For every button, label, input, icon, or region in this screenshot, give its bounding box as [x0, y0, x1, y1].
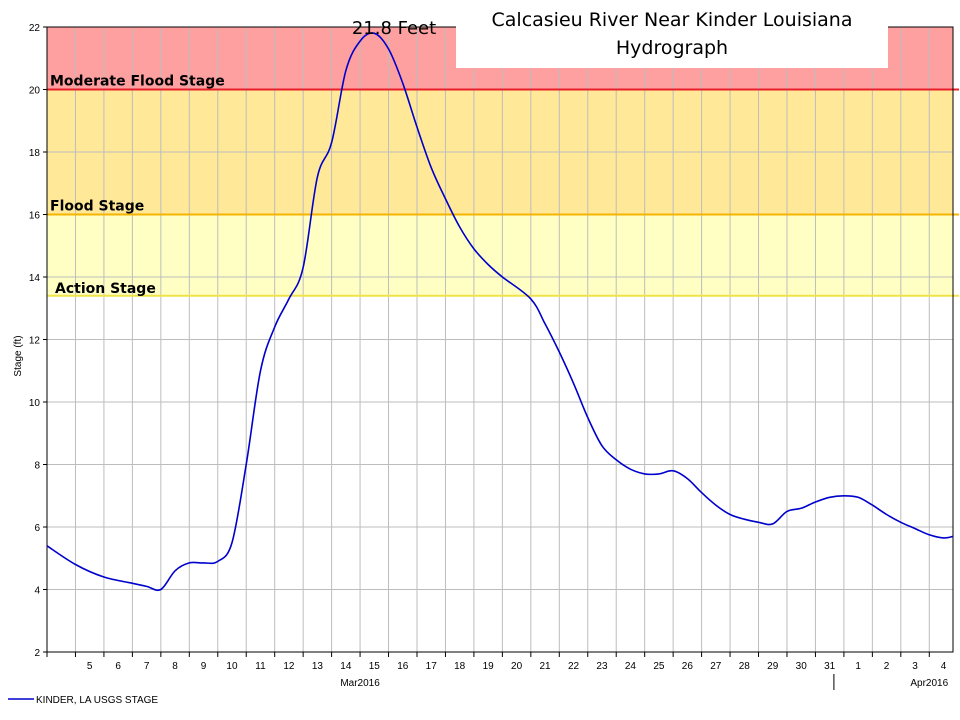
- y-tick-label: 10: [29, 398, 41, 409]
- x-tick-label: 9: [201, 661, 207, 672]
- x-tick-label: 28: [739, 661, 751, 672]
- y-tick-label: 20: [29, 86, 41, 97]
- x-tick-label: 25: [653, 661, 665, 672]
- x-tick-label: 31: [824, 661, 836, 672]
- x-tick-label: 2: [884, 661, 890, 672]
- x-tick-label: 24: [625, 661, 637, 672]
- y-tick-label: 2: [34, 648, 40, 659]
- legend: KINDER, LA USGS STAGE: [8, 695, 158, 706]
- x-tick-label: 8: [172, 661, 178, 672]
- label-flood-stage: Flood Stage: [50, 199, 144, 215]
- y-tick-label: 14: [29, 273, 41, 284]
- x-tick-label: 12: [283, 661, 295, 672]
- y-tick-label: 18: [29, 148, 41, 159]
- series-line-kinder-stage: [46, 32, 954, 592]
- flood-category-labels: Action Stage Flood Stage Moderate Flood St…: [50, 74, 225, 297]
- x-tick-label: 13: [312, 661, 324, 672]
- x-tick-label: 1: [855, 661, 861, 672]
- x-tick-label: 18: [454, 661, 466, 672]
- x-tick-label: 5: [87, 661, 93, 672]
- x-tick-label: 10: [226, 661, 238, 672]
- y-tick-label: 16: [29, 211, 41, 222]
- stage-series: [46, 32, 954, 592]
- x-tick-label: 16: [397, 661, 409, 672]
- month-label: Apr2016: [910, 678, 948, 689]
- legend-series-label: KINDER, LA USGS STAGE: [36, 695, 158, 706]
- y-tick-label: 8: [34, 461, 40, 472]
- x-tick-label: 19: [483, 661, 495, 672]
- x-tick-label: 11: [255, 661, 266, 672]
- chart-title-line-1: Calcasieu River Near Kinder Louisiana: [492, 9, 853, 31]
- x-tick-label: 22: [568, 661, 580, 672]
- band-action-stage: [47, 214, 953, 296]
- x-tick-label: 27: [710, 661, 722, 672]
- x-tick-label: 15: [369, 661, 381, 672]
- chart-title-line-2: Hydrograph: [616, 37, 728, 59]
- flood-category-lines: [47, 88, 959, 297]
- y-tick-label: 4: [34, 586, 40, 597]
- x-tick-label: 20: [511, 661, 523, 672]
- x-tick-label: 21: [540, 661, 552, 672]
- label-action-stage: Action Stage: [55, 281, 156, 297]
- label-moderate-flood-stage: Moderate Flood Stage: [50, 74, 225, 90]
- x-tick-label: 26: [682, 661, 694, 672]
- y-tick-label: 22: [29, 23, 41, 34]
- x-tick-label: 4: [941, 661, 947, 672]
- x-tick-label: 17: [426, 661, 438, 672]
- x-tick-label: 3: [912, 661, 918, 672]
- peak-annotation: 21.8 Feet: [352, 18, 436, 39]
- title-box: Calcasieu River Near Kinder Louisiana Hy…: [456, 0, 888, 68]
- x-tick-label: 29: [767, 661, 779, 672]
- x-tick-label: 6: [115, 661, 121, 672]
- month-label: Mar2016: [340, 678, 380, 689]
- x-tick-label: 14: [340, 661, 352, 672]
- y-tick-label: 6: [34, 523, 40, 534]
- x-tick-label: 7: [144, 661, 150, 672]
- y-axis-label: Stage (ft): [13, 335, 24, 376]
- x-tick-label: 30: [796, 661, 808, 672]
- y-tick-label: 12: [29, 336, 41, 347]
- x-tick-label: 23: [596, 661, 608, 672]
